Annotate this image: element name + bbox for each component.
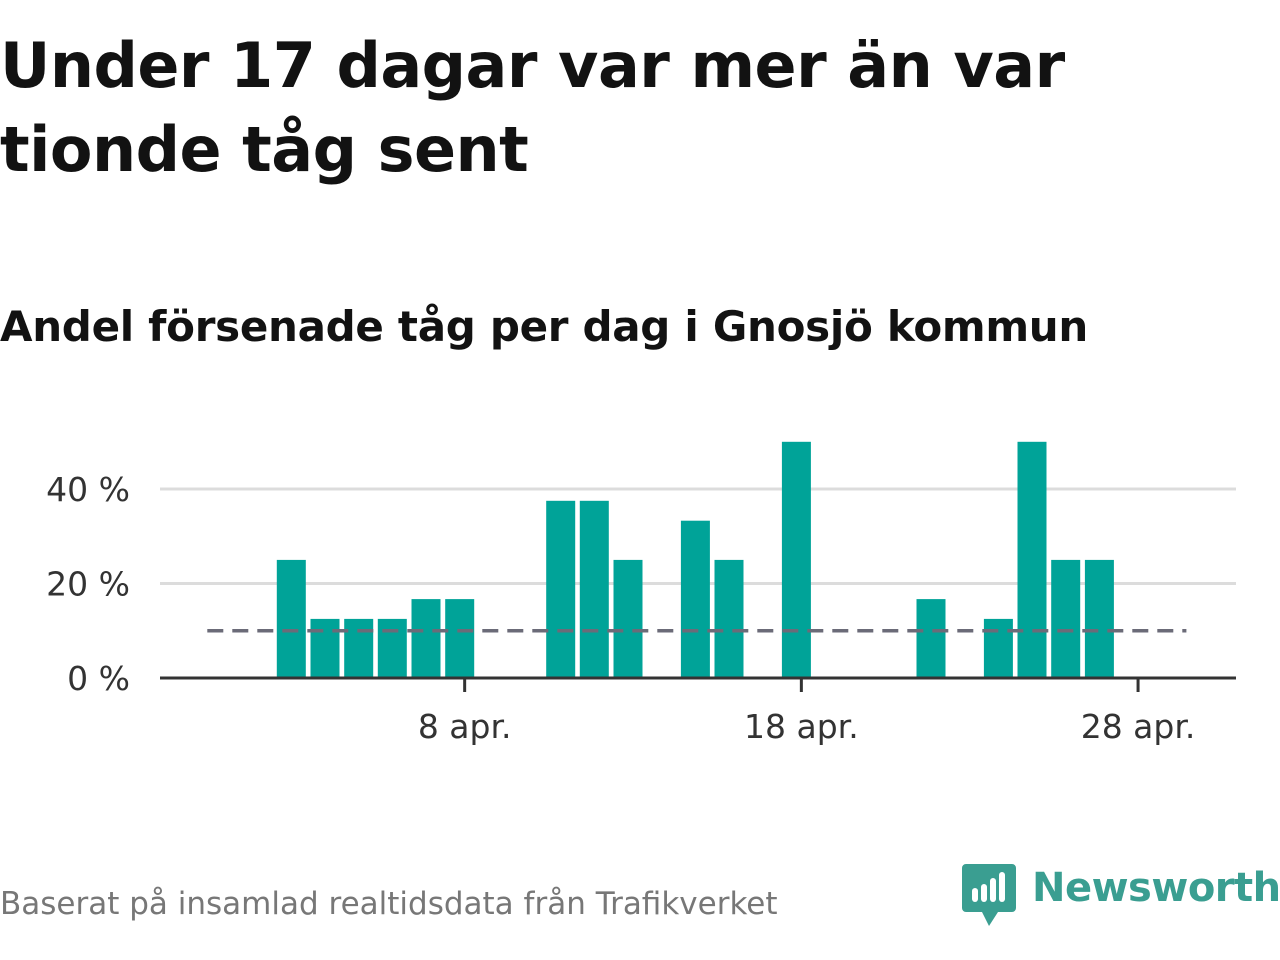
chart-subtitle: Andel försenade tåg per dag i Gnosjö kom… bbox=[0, 302, 1089, 351]
source-note: Baserat på insamlad realtidsdata från Tr… bbox=[0, 886, 778, 922]
bar bbox=[411, 599, 441, 678]
brand-name: Newsworthy bbox=[1032, 865, 1280, 911]
bar bbox=[276, 559, 306, 678]
y-tick-label: 20 % bbox=[46, 565, 130, 604]
bars bbox=[276, 441, 1114, 679]
bar bbox=[1051, 559, 1081, 678]
bar bbox=[680, 520, 710, 678]
newsworthy-logo-icon bbox=[962, 864, 1016, 926]
bar bbox=[579, 500, 609, 678]
bar bbox=[377, 618, 407, 678]
bar bbox=[546, 500, 576, 678]
chart-title: Under 17 dagar var mer än var tionde tåg… bbox=[0, 29, 1065, 186]
bar bbox=[983, 618, 1013, 678]
bar bbox=[781, 441, 811, 679]
bar bbox=[1017, 441, 1047, 679]
x-tick-label: 28 apr. bbox=[1081, 707, 1196, 746]
bar bbox=[310, 618, 340, 678]
y-tick-label: 40 % bbox=[46, 470, 130, 509]
bar bbox=[613, 559, 643, 678]
axes: 0 % 20 % 40 % 8 apr. 18 apr. 28 apr. bbox=[46, 470, 1236, 746]
newsworthy-logo[interactable]: Newsworthy bbox=[962, 862, 1280, 926]
x-tick-label: 18 apr. bbox=[744, 707, 859, 746]
x-tick-label: 8 apr. bbox=[418, 707, 512, 746]
bar bbox=[916, 599, 946, 678]
bar bbox=[1084, 559, 1114, 678]
bar bbox=[344, 618, 374, 678]
y-tick-label: 0 % bbox=[67, 659, 130, 698]
bar bbox=[445, 599, 475, 678]
bar bbox=[714, 559, 744, 678]
